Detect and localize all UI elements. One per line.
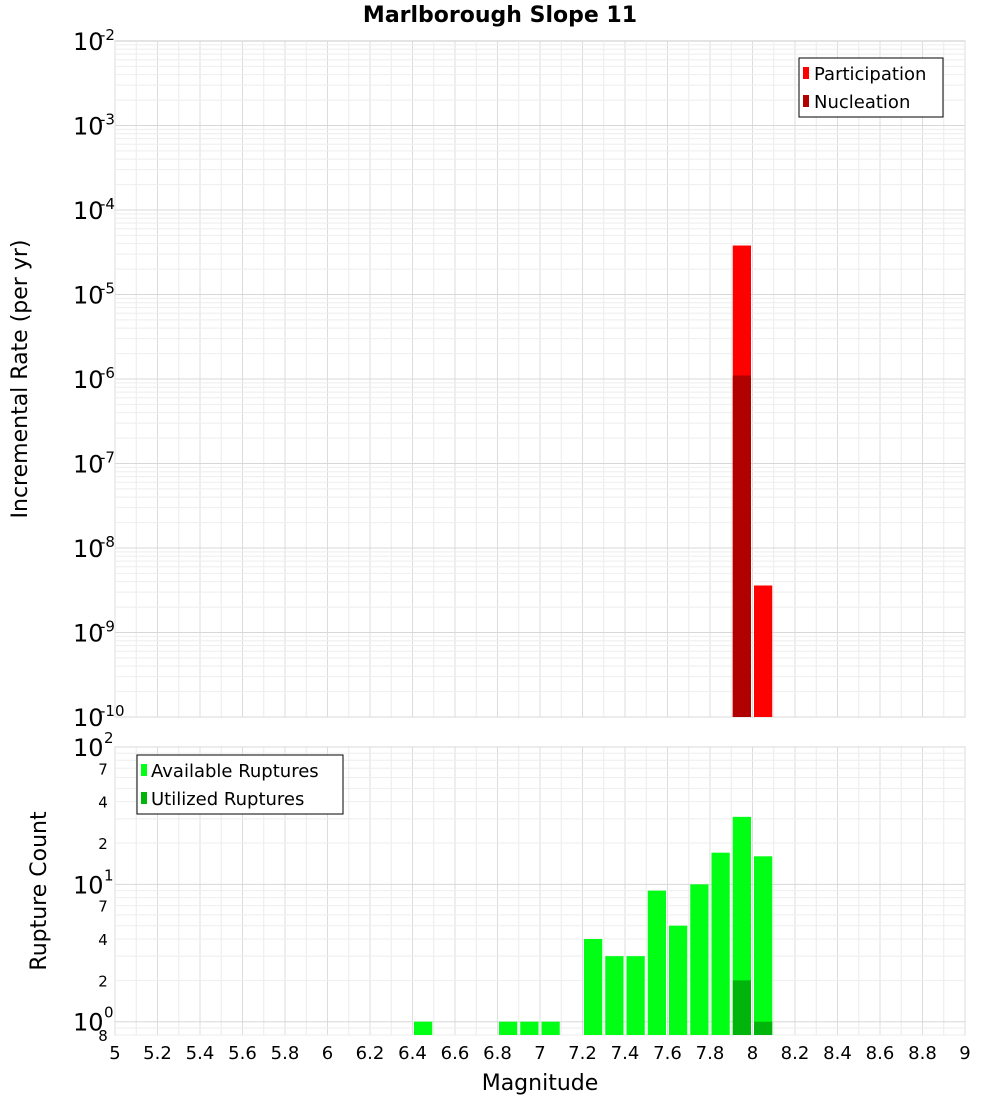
legend-swatch-available <box>141 764 147 776</box>
legend-swatch-utilized <box>141 792 147 804</box>
rate-y-tick-exponent: -2 <box>100 26 115 44</box>
count-y-tick-exponent: 1 <box>104 866 114 884</box>
rate-y-tick-exponent: -10 <box>100 702 125 720</box>
x-axis-label: Magnitude <box>482 1071 599 1096</box>
rate-legend: Participation Nucleation <box>798 57 944 118</box>
count-legend-box <box>136 754 344 815</box>
rate-y-tick-label: 10 <box>73 366 104 394</box>
participation-bar <box>754 585 773 717</box>
available-ruptures-bar <box>647 890 666 1035</box>
x-tick-label: 9 <box>959 1043 970 1064</box>
x-tick-label: 6.2 <box>356 1043 385 1064</box>
x-tick-label: 8.4 <box>823 1043 852 1064</box>
available-ruptures-bar <box>669 925 688 1035</box>
count-y-tick-label: 10 <box>73 734 104 762</box>
legend-label-utilized: Utilized Ruptures <box>151 789 304 810</box>
x-tick-label: 6 <box>322 1043 333 1064</box>
x-tick-label: 7.6 <box>653 1043 682 1064</box>
rate-y-tick-label: 10 <box>73 535 104 563</box>
x-tick-label: 5.8 <box>271 1043 300 1064</box>
available-ruptures-bar <box>626 956 645 1035</box>
count-y-tick-exponent: 2 <box>104 729 114 747</box>
count-bars <box>414 816 773 1035</box>
x-tick-label: 7.2 <box>568 1043 597 1064</box>
x-tick-label: 8 <box>747 1043 758 1064</box>
rate-grid <box>114 41 966 718</box>
count-y-tick-label: 10 <box>73 871 104 899</box>
count-legend: Available Ruptures Utilized Ruptures <box>136 754 344 815</box>
rate-legend-box <box>798 57 944 118</box>
legend-label-participation: Participation <box>814 64 926 85</box>
legend-label-available: Available Ruptures <box>151 761 319 782</box>
count-grid <box>114 746 966 1036</box>
legend-swatch-nucleation <box>803 95 809 107</box>
available-ruptures-bar <box>711 852 730 1035</box>
count-y-tick-exponent: 0 <box>104 1004 114 1022</box>
count-y-minor-tick-label: 4 <box>98 794 108 812</box>
x-tick-label: 6.6 <box>441 1043 470 1064</box>
x-tick-label: 6.4 <box>398 1043 427 1064</box>
available-ruptures-bar <box>414 1021 433 1035</box>
rate-y-tick-exponent: -7 <box>100 449 115 467</box>
rate-y-tick-exponent: -6 <box>100 364 115 382</box>
rate-y-tick-label: 10 <box>73 28 104 56</box>
rate-y-tick-exponent: -9 <box>100 618 115 636</box>
x-tick-label: 8.2 <box>781 1043 810 1064</box>
count-y-minor-tick-label: 7 <box>98 760 108 778</box>
x-tick-labels: 5 5.2 5.4 5.6 5.8 6 6.2 6.4 6.6 6.8 7 7.2 7.4 7.6 7.8 8… <box>109 1043 970 1064</box>
available-ruptures-bar <box>499 1021 518 1035</box>
rate-y-tick-label: 10 <box>73 113 104 141</box>
legend-swatch-participation <box>803 67 809 79</box>
x-tick-label: 5.6 <box>228 1043 257 1064</box>
rate-y-tick-label: 10 <box>73 620 104 648</box>
x-tick-label: 8.8 <box>908 1043 937 1064</box>
count-y-minor-tick-label: 2 <box>98 835 108 853</box>
x-tick-label: 6.8 <box>483 1043 512 1064</box>
x-tick-label: 8.6 <box>866 1043 895 1064</box>
rate-y-tick-exponent: -5 <box>100 280 115 298</box>
x-tick-label: 5.4 <box>186 1043 215 1064</box>
chart-title: Marlborough Slope 11 <box>363 3 637 28</box>
x-tick-label: 5.2 <box>143 1043 172 1064</box>
x-tick-label: 5 <box>109 1043 120 1064</box>
available-ruptures-bar <box>520 1021 539 1035</box>
count-y-minor-tick-label: 7 <box>98 898 108 916</box>
rate-y-tick-exponent: -8 <box>100 533 115 551</box>
x-tick-label: 7.4 <box>611 1043 640 1064</box>
available-ruptures-bar <box>605 956 624 1035</box>
x-tick-label: 7.8 <box>696 1043 725 1064</box>
count-y-tick-label: 10 <box>73 1009 104 1037</box>
rate-y-tick-label: 10 <box>73 197 104 225</box>
available-ruptures-bar <box>584 939 603 1035</box>
rate-y-axis-label: Incremental Rate (per yr) <box>8 240 33 519</box>
count-y-minor-tick-label: 2 <box>98 972 108 990</box>
legend-label-nucleation: Nucleation <box>814 92 910 113</box>
available-ruptures-bar <box>690 884 709 1035</box>
available-ruptures-bar <box>541 1021 560 1035</box>
count-y-axis-label: Rupture Count <box>27 811 52 971</box>
nucleation-bar <box>732 375 751 717</box>
rate-y-tick-label: 10 <box>73 451 104 479</box>
available-ruptures-bar <box>754 856 773 1035</box>
x-tick-label: 7 <box>534 1043 545 1064</box>
rate-y-tick-exponent: -4 <box>100 195 115 213</box>
count-y-minor-tick-label: 4 <box>98 931 108 949</box>
rate-y-tick-exponent: -3 <box>100 111 115 129</box>
rate-y-tick-label: 10 <box>73 282 104 310</box>
utilized-ruptures-bar <box>754 1021 773 1035</box>
rate-y-tick-label: 10 <box>73 704 104 732</box>
rate-bars <box>732 245 773 717</box>
utilized-ruptures-bar <box>732 980 751 1035</box>
count-y-minor-tick-label: 8 <box>98 1027 108 1045</box>
